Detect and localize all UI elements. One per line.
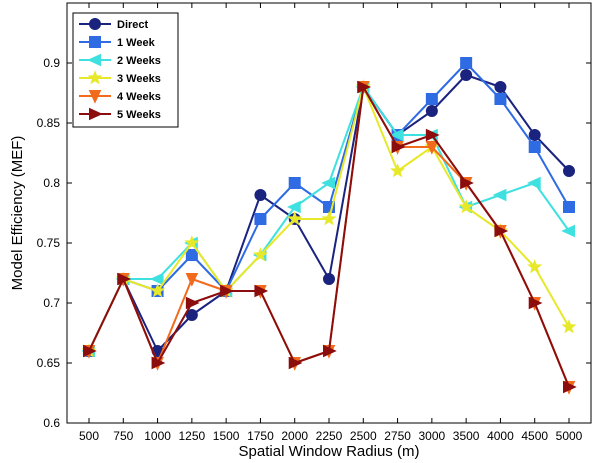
data-point <box>185 273 199 287</box>
x-tick-label: 3500 <box>453 429 480 443</box>
data-point <box>185 249 198 261</box>
x-tick-label: 1750 <box>247 429 274 443</box>
x-tick-label: 2500 <box>350 429 377 443</box>
data-point <box>527 176 541 190</box>
data-point <box>561 319 577 334</box>
data-point <box>528 296 543 310</box>
legend-label: 1 Week <box>117 37 156 49</box>
data-point <box>563 201 575 213</box>
data-point <box>185 309 198 321</box>
x-tick-label: 750 <box>113 429 133 443</box>
data-point <box>185 296 200 310</box>
y-tick-label: 0.85 <box>37 116 61 130</box>
data-point <box>425 93 438 105</box>
data-point <box>527 259 543 274</box>
x-axis-title: Spatial Window Radius (m) <box>239 443 420 460</box>
legend-marker <box>87 53 101 67</box>
data-point <box>321 176 335 190</box>
x-tick-label: 3000 <box>419 429 446 443</box>
data-point <box>494 93 507 105</box>
y-tick-label: 0.7 <box>43 296 60 310</box>
legend-item: 1 Week <box>79 36 156 49</box>
legend-marker <box>89 18 101 30</box>
data-point <box>492 188 507 202</box>
data-point <box>458 199 474 214</box>
data-point <box>425 105 438 117</box>
y-tick-label: 0.9 <box>43 56 60 70</box>
data-point <box>425 128 440 142</box>
data-point <box>323 273 335 285</box>
x-tick-label: 4500 <box>521 429 548 443</box>
data-point <box>460 176 474 190</box>
legend-item: 5 Weeks <box>79 107 161 121</box>
x-tick-label: 1500 <box>213 429 240 443</box>
data-point <box>494 224 509 238</box>
data-point <box>287 211 303 226</box>
data-point <box>288 356 303 370</box>
x-tick-label: 5000 <box>556 429 583 443</box>
x-tick-label: 1250 <box>179 429 206 443</box>
data-point <box>252 247 268 262</box>
x-tick-label: 2750 <box>384 429 411 443</box>
data-point <box>288 177 301 189</box>
legend-label: 4 Weeks <box>117 91 161 103</box>
data-point <box>460 57 473 69</box>
data-point <box>323 344 337 358</box>
data-point <box>563 165 575 177</box>
data-point <box>151 356 166 370</box>
legend-label: 5 Weeks <box>117 109 161 121</box>
y-axis: 0.6 0.65 0.7 0.75 0.8 0.85 0.9 <box>37 56 591 430</box>
series-5-weeks <box>83 80 577 394</box>
data-point <box>391 140 406 154</box>
y-tick-label: 0.75 <box>37 236 61 250</box>
data-point <box>460 69 473 81</box>
x-tick-label: 1000 <box>144 429 171 443</box>
data-point <box>561 224 575 238</box>
legend-box <box>72 12 179 128</box>
data-point <box>254 213 267 225</box>
legend-label: Direct <box>117 19 149 31</box>
data-point <box>184 235 200 250</box>
y-tick-label: 0.6 <box>43 416 60 430</box>
y-tick-label: 0.65 <box>37 356 61 370</box>
legend: Direct 1 Week 2 Weeks 3 Weeks 4 Weeks 5 Weeks <box>72 12 179 128</box>
x-tick-label: 500 <box>79 429 99 443</box>
data-point <box>117 272 131 286</box>
series-layer <box>81 57 577 395</box>
data-point <box>563 380 577 394</box>
legend-item: 2 Weeks <box>79 53 161 67</box>
data-point <box>321 211 337 226</box>
data-point <box>494 81 507 93</box>
data-point <box>83 344 97 358</box>
legend-item: 4 Weeks <box>79 90 161 104</box>
data-point <box>254 284 269 298</box>
legend-item: Direct <box>79 18 149 31</box>
legend-marker <box>89 36 101 48</box>
legend-marker <box>88 90 102 104</box>
data-point <box>254 189 267 201</box>
y-axis-title: Model Efficiency (MEF) <box>9 136 26 291</box>
x-tick-label: 2250 <box>316 429 343 443</box>
data-point <box>150 283 166 298</box>
legend-item: 3 Weeks <box>79 70 161 85</box>
legend-marker <box>87 70 103 85</box>
data-point <box>425 141 439 155</box>
data-point <box>149 272 164 286</box>
data-point <box>389 128 404 142</box>
data-point <box>357 80 371 94</box>
x-axis: 500 750 1000 1250 1500 1750 2000 2250 2500 2750 30… <box>79 3 583 443</box>
legend-label: 3 Weeks <box>117 73 161 85</box>
data-point <box>528 141 541 153</box>
legend-marker <box>89 107 103 121</box>
data-point <box>220 284 234 298</box>
data-point <box>390 163 406 178</box>
x-tick-label: 4000 <box>487 429 514 443</box>
data-point <box>528 129 541 141</box>
legend-label: 2 Weeks <box>117 55 161 67</box>
data-point <box>287 200 301 214</box>
x-tick-label: 2000 <box>281 429 308 443</box>
y-tick-label: 0.8 <box>43 176 60 190</box>
